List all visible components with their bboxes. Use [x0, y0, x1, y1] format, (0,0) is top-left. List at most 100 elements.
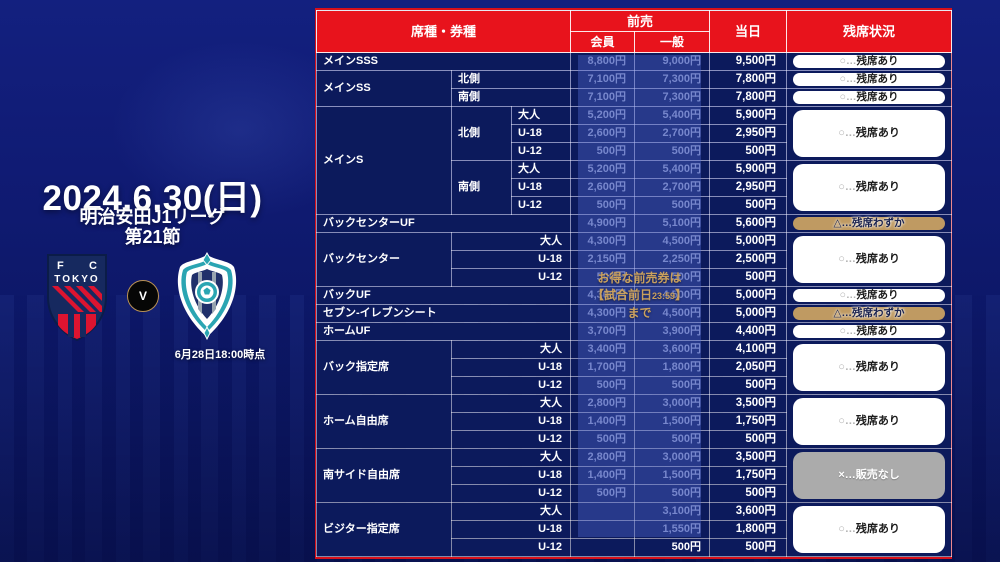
day-price-cell: 2,500円 — [709, 250, 788, 269]
table-row: 南サイド自由席 大人 2,800円 3,000円 3,500円 ×…販売なし — [316, 448, 953, 503]
general-price-cell: 1,500円 — [634, 466, 711, 485]
header-general: 一般 — [634, 31, 711, 53]
age-cell: U-18 — [450, 520, 572, 539]
age-cell: 大人 — [450, 394, 572, 413]
status-badge: ○…残席あり — [793, 398, 946, 445]
member-price-cell: 500円 — [570, 142, 636, 161]
header-availability: 残席状況 — [786, 10, 953, 53]
status-badge: ○…残席あり — [793, 325, 946, 338]
availability-cell: ○…残席あり — [786, 340, 953, 395]
member-price-cell: 500円 — [570, 268, 636, 287]
availability-cell: ○…残席あり — [786, 88, 953, 107]
age-cell: U-18 — [510, 178, 572, 197]
member-price-cell: 4,300円 — [570, 304, 636, 323]
age-cell: 大人 — [450, 340, 572, 359]
status-badge: ○…残席あり — [793, 289, 946, 302]
general-price-cell: 2,700円 — [634, 124, 711, 143]
table-row: U-18 2,600円 2,700円 2,950円 — [317, 178, 952, 197]
day-price-cell: 500円 — [709, 538, 788, 557]
day-price-cell: 5,000円 — [709, 286, 788, 305]
seat-type-cell: ビジター指定席 — [316, 502, 452, 557]
status-badge: ○…残席あり — [793, 55, 946, 68]
seat-type-cell: メインSSS — [315, 52, 572, 71]
table-row: U-12 500円 500円 500円 — [317, 430, 952, 449]
age-cell: U-18 — [450, 466, 572, 485]
age-cell: U-12 — [450, 538, 572, 557]
seat-type-cell: メインSS — [316, 70, 452, 107]
svg-text:TOKYO: TOKYO — [54, 274, 99, 285]
member-price-cell: 3,700円 — [570, 322, 636, 341]
side-cell: 南側 — [450, 88, 572, 107]
general-price-cell: 5,400円 — [634, 160, 711, 179]
availability-cell: ○…残席あり — [786, 286, 953, 305]
fc-tokyo-crest-icon: F C TOKYO — [47, 254, 107, 342]
table-row: U-12 500円 500円 — [317, 538, 952, 557]
member-price-cell: 4,300円 — [570, 286, 636, 305]
member-price-cell: 500円 — [570, 376, 636, 395]
day-price-cell: 7,800円 — [709, 70, 788, 89]
day-price-cell: 1,750円 — [709, 412, 788, 431]
member-price-cell: 1,400円 — [570, 412, 636, 431]
age-cell: U-12 — [450, 376, 572, 395]
day-price-cell: 5,600円 — [709, 214, 788, 233]
member-price-cell: 500円 — [570, 430, 636, 449]
header-match-day: 当日 — [709, 10, 788, 53]
member-price-cell: 4,300円 — [570, 232, 636, 251]
table-row: ビジター指定席 大人 3,100円 3,600円 ○…残席あり — [316, 502, 953, 557]
league-name: 明治安田J1リーグ — [79, 207, 226, 227]
availability-cell: ○…残席あり — [786, 106, 953, 161]
status-badge: △…残席わずか — [793, 217, 946, 230]
availability-cell: △…残席わずか — [786, 304, 953, 323]
availability-cell: ×…販売なし — [786, 448, 953, 503]
table-row: バックセンター 大人 4,300円 4,500円 5,000円 ○…残席あり — [316, 232, 953, 287]
day-price-cell: 1,800円 — [709, 520, 788, 539]
status-badge: ×…販売なし — [793, 452, 946, 499]
day-price-cell: 2,950円 — [709, 124, 788, 143]
age-cell: 大人 — [450, 502, 572, 521]
day-price-cell: 5,900円 — [709, 106, 788, 125]
general-price-cell: 5,100円 — [634, 214, 711, 233]
day-price-cell: 4,400円 — [709, 322, 788, 341]
seat-type-cell: セブン-イレブンシート — [315, 304, 572, 323]
seat-type-cell: 南サイド自由席 — [316, 448, 452, 503]
day-price-cell: 500円 — [709, 484, 788, 503]
table-row: U-12 500円 500円 500円 — [317, 376, 952, 395]
availability-cell: ○…残席あり — [786, 394, 953, 449]
age-cell: U-18 — [450, 358, 572, 377]
table-row: U-18 1,700円 1,800円 2,050円 — [317, 358, 952, 377]
member-price-cell: 2,800円 — [570, 394, 636, 413]
general-price-cell: 1,550円 — [634, 520, 711, 539]
table-row: U-18 1,550円 1,800円 — [317, 520, 952, 539]
ticket-price-table: 席種・券種 前売 当日 残席状況 会員 一般 メインSSS 8,800円 9,000… — [315, 8, 953, 559]
versus-badge: V — [127, 280, 159, 312]
status-badge: ○…残席あり — [793, 506, 946, 553]
member-price-cell: 2,150円 — [570, 250, 636, 269]
general-price-cell: 3,000円 — [634, 394, 711, 413]
member-price-cell: 500円 — [570, 196, 636, 215]
table-row: U-12 500円 500円 500円 — [317, 484, 952, 503]
side-cell: 北側 — [450, 70, 572, 89]
svg-text:F: F — [57, 260, 64, 272]
table-row: ホーム自由席 大人 2,800円 3,000円 3,500円 ○…残席あり — [316, 394, 953, 449]
general-price-cell: 1,500円 — [634, 412, 711, 431]
general-price-cell: 3,600円 — [634, 340, 711, 359]
age-cell: U-12 — [450, 484, 572, 503]
status-badge: ○…残席あり — [793, 164, 946, 211]
general-price-cell: 3,900円 — [634, 322, 711, 341]
table-row: U-12 500円 500円 500円 — [317, 142, 952, 161]
general-price-cell: 4,500円 — [634, 286, 711, 305]
day-price-cell: 3,500円 — [709, 448, 788, 467]
age-cell: U-12 — [450, 430, 572, 449]
availability-cell: ○…残席あり — [786, 160, 953, 215]
table-row: バック指定席 大人 3,400円 3,600円 4,100円 ○…残席あり — [316, 340, 953, 395]
general-price-cell: 500円 — [634, 376, 711, 395]
seat-type-cell: バック指定席 — [316, 340, 452, 395]
table-row: U-18 2,600円 2,700円 2,950円 — [317, 124, 952, 143]
table-row: メインS 北側 大人 5,200円 5,400円 5,900円 ○…残席あり — [316, 106, 953, 215]
day-price-cell: 1,750円 — [709, 466, 788, 485]
member-price-cell: 1,400円 — [570, 466, 636, 485]
status-badge: ○…残席あり — [793, 73, 946, 86]
member-price-cell: 2,600円 — [570, 124, 636, 143]
table-row: U-18 1,400円 1,500円 1,750円 — [317, 412, 952, 431]
day-price-cell: 500円 — [709, 196, 788, 215]
